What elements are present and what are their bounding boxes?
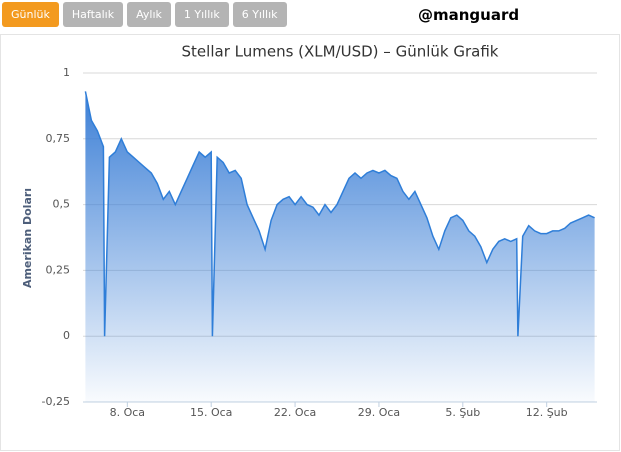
y-tick-label: 0: [63, 329, 70, 342]
range-button[interactable]: Aylık: [127, 2, 171, 27]
x-tick-label: 8. Oca: [110, 406, 145, 419]
x-tick-label: 22. Oca: [274, 406, 316, 419]
y-tick-label: 1: [63, 66, 70, 79]
y-tick-label: 0,5: [53, 198, 71, 211]
chart-frame: [0, 34, 620, 451]
x-tick-label: 5. Şub: [445, 406, 480, 419]
range-button[interactable]: Günlük: [2, 2, 59, 27]
handle: @manguard: [418, 6, 520, 24]
x-tick-label: 12. Şub: [526, 406, 568, 419]
area: [85, 91, 595, 403]
range-button[interactable]: Haftalık: [62, 2, 124, 27]
y-tick-label: 0,75: [46, 132, 71, 145]
range-button[interactable]: 6 Yıllık: [232, 2, 287, 27]
x-tick-label: 15. Oca: [190, 406, 232, 419]
range-button[interactable]: 1 Yıllık: [174, 2, 229, 27]
range-buttons: Günlük Haftalık Aylık 1 Yıllık 6 Yıllık: [2, 2, 287, 27]
x-tick-label: 29. Oca: [358, 406, 400, 419]
line: [84, 91, 595, 337]
y-tick-label: -0,25: [42, 395, 70, 408]
y-axis-label: Amerikan Doları: [21, 188, 34, 288]
chart-title: Stellar Lumens (XLM/USD) – Günlük Grafik: [182, 43, 499, 61]
y-tick-label: 0,25: [46, 263, 71, 276]
